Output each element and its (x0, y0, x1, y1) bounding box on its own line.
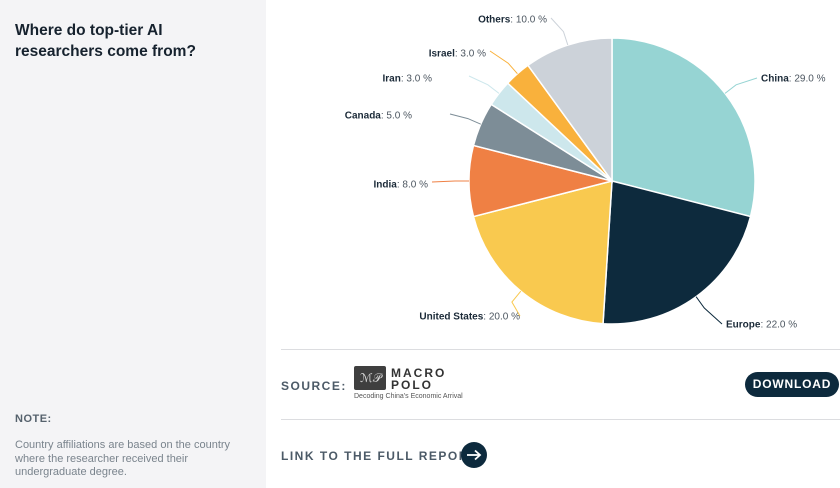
leader-line-europe (695, 296, 723, 325)
data-label-iran: Iran: 3.0 % (383, 74, 433, 85)
divider-bottom (281, 419, 840, 420)
leader-line-others (550, 17, 569, 46)
pie-chart: China: 29.0 % Europe: 22.0 % United States… (266, 0, 840, 345)
pie-slice-others[interactable] (526, 37, 613, 184)
leader-line-iran (468, 75, 500, 94)
download-button[interactable]: DOWNLOAD (745, 372, 839, 397)
data-label-china: China: 29.0 % (761, 74, 826, 85)
logo-word-1: MACRO (391, 366, 447, 380)
full-report-link[interactable]: LINK TO THE FULL REPORT (281, 441, 491, 469)
pie-slice-europe[interactable] (602, 180, 752, 325)
macro-polo-logo: ℳ𝒫 MACRO POLO Decoding China's Economic … (354, 365, 484, 403)
pie-chart-svg: China: 29.0 % Europe: 22.0 % United States… (345, 15, 826, 331)
pie-slice-china[interactable] (611, 37, 756, 218)
source-label: SOURCE: (281, 379, 347, 393)
logo-tagline: Decoding China's Economic Arrival (354, 393, 463, 400)
note-label: NOTE: (15, 413, 52, 425)
arrow-right-icon (461, 442, 487, 468)
data-label-india: India: 8.0 % (374, 180, 429, 191)
leader-line-china (724, 77, 758, 94)
leader-line-canada (449, 113, 481, 125)
full-report-link-label: LINK TO THE FULL REPORT (281, 449, 478, 463)
chart-title: Where do top-tier AI researchers come fr… (15, 22, 196, 60)
sidebar: Where do top-tier AI researchers come fr… (0, 0, 266, 488)
divider-top (281, 349, 840, 350)
pie-slice-united-states[interactable] (472, 180, 613, 325)
data-label-united-states: United States: 20.0 % (419, 312, 520, 323)
data-label-others: Others: 10.0 % (478, 15, 547, 26)
leader-line-india (431, 180, 469, 183)
leader-line-israel (489, 50, 518, 75)
data-label-canada: Canada: 5.0 % (345, 111, 412, 122)
leader-line-united-states (511, 290, 522, 317)
logo-mark-icon: ℳ𝒫 (354, 366, 386, 390)
note-text: Country affiliations are based on the co… (15, 439, 231, 478)
logo-word-2: POLO (391, 378, 434, 392)
data-label-israel: Israel: 3.0 % (429, 49, 486, 60)
data-label-europe: Europe: 22.0 % (726, 320, 797, 331)
